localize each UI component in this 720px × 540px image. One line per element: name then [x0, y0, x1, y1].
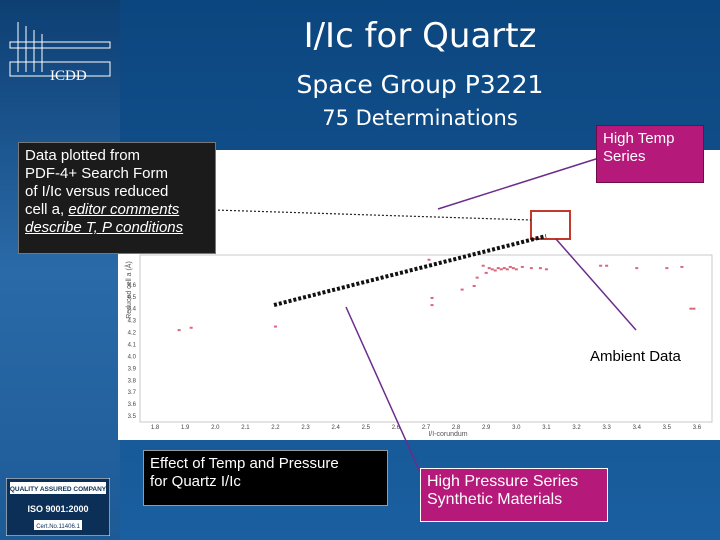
- left-sidebar-band: [0, 0, 120, 540]
- data-point: [427, 258, 431, 261]
- data-point: [460, 288, 464, 291]
- x-axis-label: I/I-corundum: [428, 431, 467, 438]
- data-point: [599, 264, 603, 267]
- icdd-logo-icon: ICDD: [9, 22, 111, 84]
- page-subtitle: Space Group P3221: [296, 70, 544, 99]
- data-point: [605, 264, 609, 267]
- data-point: [475, 276, 479, 279]
- data-point: [493, 269, 497, 272]
- ambient-callout: Ambient Data: [588, 346, 706, 368]
- x-tick-label: 2.5: [362, 425, 371, 431]
- y-tick-label: 3.9: [128, 366, 137, 372]
- data-point: [177, 329, 181, 332]
- leader-ambient: [555, 238, 637, 331]
- data-point: [484, 271, 488, 274]
- high-temp-callout: High Temp Series: [596, 125, 704, 183]
- x-tick-label: 1.9: [181, 425, 190, 431]
- x-tick-label: 2.0: [211, 425, 220, 431]
- y-tick-label: 3.7: [128, 390, 137, 396]
- data-point: [273, 325, 277, 328]
- data-point: [189, 326, 193, 329]
- leader-dashed-diagonal: [273, 234, 547, 307]
- data-point: [505, 268, 509, 271]
- iso-badge-icon: QUALITY ASSURED COMPANY ISO 9001:2000 Ce…: [6, 478, 110, 536]
- data-point: [665, 267, 669, 270]
- x-tick-label: 2.7: [422, 425, 431, 431]
- high-pressure-callout: High Pressure Series Synthetic Materials: [420, 468, 608, 522]
- x-tick-label: 3.2: [572, 425, 581, 431]
- y-tick-label: 3.8: [128, 378, 137, 384]
- x-tick-label: 3.6: [693, 425, 702, 431]
- data-point: [502, 267, 506, 270]
- data-point: [430, 304, 434, 307]
- x-tick-label: 2.9: [482, 425, 491, 431]
- determinations-count: 75 Determinations: [322, 106, 518, 130]
- data-point: [481, 264, 485, 267]
- x-tick-label: 2.4: [332, 425, 341, 431]
- y-tick-label: 3.6: [128, 402, 137, 408]
- y-tick-label: 4.6: [128, 283, 137, 289]
- y-tick-label: 4.3: [128, 319, 137, 325]
- x-tick-label: 3.5: [663, 425, 672, 431]
- data-point: [508, 265, 512, 268]
- leader-dotted-top: [213, 209, 532, 221]
- effect-callout: Effect of Temp and Pressure for Quartz I…: [143, 450, 388, 506]
- x-tick-label: 3.4: [633, 425, 642, 431]
- data-point: [472, 285, 476, 288]
- x-tick-label: 3.0: [512, 425, 521, 431]
- data-point: [680, 265, 684, 268]
- x-tick-label: 2.8: [452, 425, 461, 431]
- plot-frame: [139, 254, 713, 423]
- y-axis-label: Reduced cell a (Å): [124, 261, 133, 319]
- x-tick-label: 2.2: [271, 425, 280, 431]
- data-point: [635, 267, 639, 270]
- plot-background: [118, 150, 720, 440]
- data-point: [529, 267, 533, 270]
- x-tick-label: 3.3: [602, 425, 611, 431]
- high-temp-highlight-box: [530, 210, 571, 240]
- leader-high-pressure: [345, 306, 421, 473]
- data-source-callout: Data plotted from PDF-4+ Search Form of …: [18, 142, 216, 254]
- x-tick-label: 2.6: [392, 425, 401, 431]
- data-point: [544, 268, 548, 271]
- data-point: [692, 307, 696, 310]
- data-point: [538, 267, 542, 270]
- svg-text:ISO 9001:2000: ISO 9001:2000: [27, 504, 88, 514]
- data-point: [689, 307, 693, 310]
- data-point: [511, 267, 515, 270]
- svg-text:QUALITY ASSURED COMPANY: QUALITY ASSURED COMPANY: [10, 486, 107, 493]
- y-tick-label: 4.1: [128, 342, 137, 348]
- y-tick-label: 4.0: [128, 354, 137, 360]
- x-tick-label: 3.1: [542, 425, 551, 431]
- leader-high-temp: [437, 157, 600, 210]
- icdd-logo-text: ICDD: [50, 68, 87, 84]
- y-tick-label: 4.2: [128, 331, 137, 337]
- data-point: [490, 268, 494, 271]
- data-point: [514, 268, 518, 271]
- page-title: I/Ic for Quartz: [303, 16, 537, 56]
- data-point: [430, 296, 434, 299]
- data-point: [496, 267, 500, 270]
- data-point: [487, 267, 491, 270]
- data-point: [499, 268, 503, 271]
- svg-text:Cert.No.11406.1: Cert.No.11406.1: [36, 524, 80, 530]
- x-tick-label: 2.3: [301, 425, 310, 431]
- x-tick-label: 1.8: [151, 425, 160, 431]
- data-point: [520, 265, 524, 268]
- y-tick-label: 3.5: [128, 414, 137, 420]
- x-tick-label: 2.1: [241, 425, 250, 431]
- y-tick-label: 4.4: [128, 307, 137, 313]
- y-tick-label: 4.5: [128, 295, 137, 301]
